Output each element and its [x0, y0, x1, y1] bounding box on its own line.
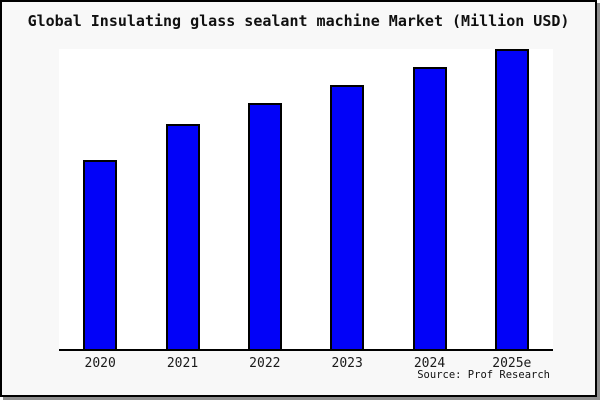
bar-2021 [165, 124, 200, 349]
bar-2020 [83, 160, 118, 349]
bar-2023 [330, 85, 365, 349]
x-tick-label-2025e: 2025e [492, 356, 532, 371]
x-tick-label-2024: 2024 [413, 356, 446, 371]
plot-area [59, 49, 553, 351]
bar-2022 [247, 103, 282, 349]
bar-2025e [494, 49, 529, 349]
chart-title: Global Insulating glass sealant machine … [27, 12, 570, 30]
x-tick-label-2020: 2020 [84, 356, 116, 371]
source-credit: Source: Prof Research [417, 369, 550, 381]
bar-2024 [412, 67, 447, 349]
x-tick-label-2023: 2023 [331, 356, 363, 371]
x-tick-label-2021: 2021 [166, 356, 199, 371]
x-tick-label-2022: 2022 [249, 356, 281, 371]
